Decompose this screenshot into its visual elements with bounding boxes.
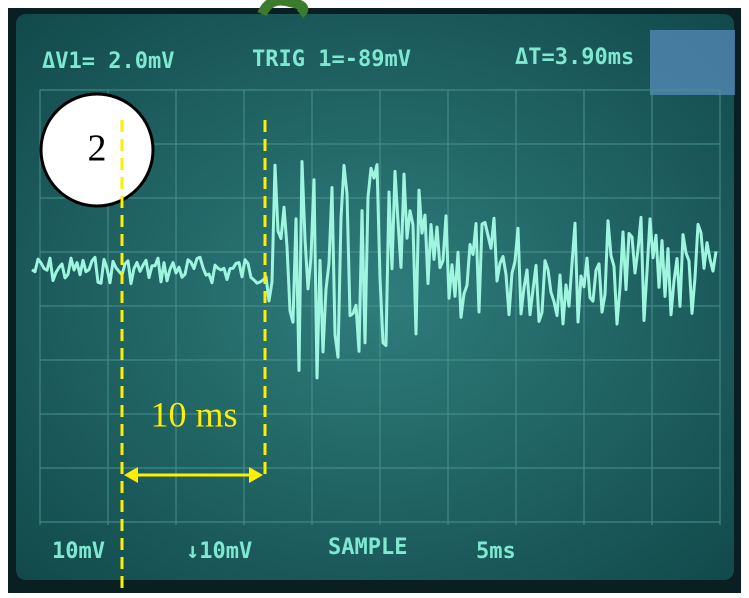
- top-readout: TRIG 1=-89mV: [252, 47, 411, 72]
- top-readout: ΔV1= 2.0mV: [42, 49, 174, 74]
- slide-decoration: [257, 0, 309, 18]
- screen: [16, 14, 734, 580]
- bottom-readout: SAMPLE: [328, 535, 407, 560]
- marker-label: 2: [88, 128, 107, 170]
- marker-circle: [39, 92, 155, 208]
- top-readout: ΔT=3.90ms: [515, 45, 634, 70]
- bottom-readout: 10mV: [52, 539, 105, 564]
- bottom-readout: 5ms: [476, 539, 516, 564]
- signal-trace: [31, 160, 718, 380]
- glare: [650, 30, 735, 95]
- interval-label: 10 ms: [150, 394, 237, 434]
- bottom-readout: ↓10mV: [186, 539, 252, 564]
- arrow-heads: [124, 467, 263, 483]
